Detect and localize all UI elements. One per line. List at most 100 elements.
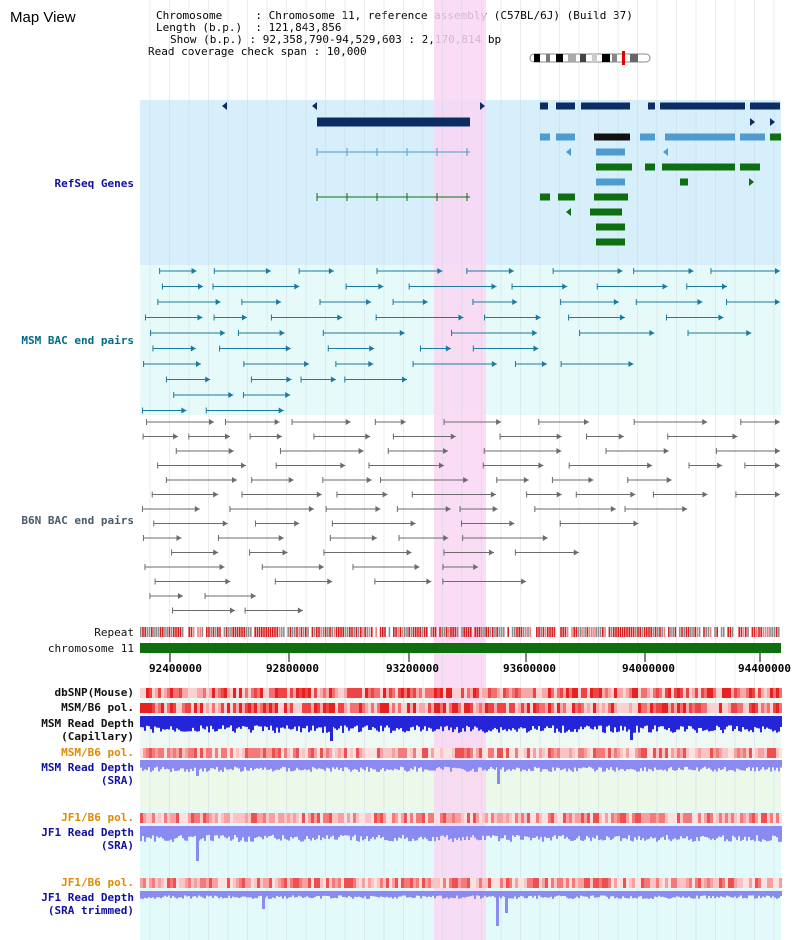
depth-bar [442,716,444,732]
depth-bar [276,826,278,840]
depth-bar [626,760,628,770]
pol-cell [248,878,251,888]
pol-cell [596,748,599,758]
pol-cell [584,748,587,758]
pol-cell [776,813,779,823]
repeat-element [551,627,553,637]
msm-b6-pol-label-1[interactable]: MSM/B6 pol. [61,701,134,714]
depth-bar [180,760,182,769]
depth-bar [580,716,582,727]
pol-cell [149,703,152,713]
depth-bar [416,716,418,726]
depth-bar [360,826,362,837]
depth-bar [254,760,256,769]
pol-cell [479,703,482,713]
gene-strand-arrow [566,208,571,216]
pol-cell [584,688,587,698]
depth-bar [464,826,466,841]
repeat-element [756,627,758,637]
repeat-element [692,627,694,637]
depth-bar [284,891,286,897]
pol-cell [578,703,581,713]
pol-cell [203,878,206,888]
depth-bar [760,826,762,842]
depth-bar [736,760,738,769]
jf1-b6-pol-label-1[interactable]: JF1/B6 pol. [61,811,134,824]
pol-cell [197,703,200,713]
pol-cell [176,703,179,713]
repeat-element [318,627,320,637]
repeat-element [604,627,606,637]
pol-cell [443,688,446,698]
depth-bar [144,891,146,898]
msm-b6-pol-label-2[interactable]: MSM/B6 pol. [61,746,134,759]
jf1-read-depth-sra-label[interactable]: JF1 Read Depth (SRA) [41,826,134,852]
depth-bar [528,760,530,769]
pol-cell [617,878,620,888]
msm-read-depth-capillary-label[interactable]: MSM Read Depth (Capillary) [41,717,134,743]
depth-bar [554,760,556,771]
depth-bar [292,826,294,839]
jf1-b6-pol-label-2[interactable]: JF1/B6 pol. [61,876,134,889]
depth-bar [170,716,172,727]
pol-cell [323,878,326,888]
depth-bar [394,826,396,839]
depth-bar [482,891,484,898]
depth-bar [446,891,448,898]
dbsnp-label[interactable]: dbSNP(Mouse) [54,686,134,699]
depth-bar [692,891,694,899]
depth-bar [180,891,182,898]
repeat-element [302,627,305,637]
pol-cell [416,748,419,758]
depth-bar [232,891,234,897]
repeat-element [571,627,573,637]
bac-end-arrow [371,535,377,541]
depth-bar [228,716,230,728]
pol-cell [569,878,572,888]
gene-exon [556,133,575,141]
depth-bar [356,760,358,770]
pol-cell [719,748,722,758]
depth-bar [326,826,328,836]
depth-bar [678,826,680,840]
depth-bar [762,891,764,897]
bac-end-arrow [340,462,346,469]
pol-cell [407,813,410,823]
depth-bar [306,760,308,771]
depth-bar [542,716,544,731]
depth-bar [574,716,576,730]
pol-cell [308,813,311,823]
depth-bar [674,760,676,771]
pol-cell [365,748,368,758]
repeat-element [179,627,182,637]
depth-bar [726,826,728,840]
gene-strand-arrow [770,118,775,126]
depth-bar [196,891,198,898]
pol-cell [200,878,203,888]
depth-spike [330,716,333,741]
depth-bar [470,716,472,732]
depth-bar [678,760,680,768]
depth-bar [618,760,620,771]
b6n-bac-label[interactable]: B6N BAC end pairs [21,514,134,527]
depth-bar [470,826,472,838]
depth-bar [456,760,458,769]
depth-bar [746,826,748,841]
msm-bac-label[interactable]: MSM BAC end pairs [21,334,134,347]
depth-bar [240,891,242,898]
repeat-element [659,627,661,637]
pol-cell [317,748,320,758]
msm-read-depth-sra-label[interactable]: MSM Read Depth (SRA) [41,761,134,787]
depth-bar [336,891,338,899]
jf1-read-depth-trimmed-label[interactable]: JF1 Read Depth (SRA trimmed) [41,891,134,917]
depth-bar [474,891,476,899]
pol-cell [557,703,560,713]
pol-cell [740,703,743,713]
depth-bar [676,891,678,897]
selected-region-highlight [434,0,486,940]
pol-cell [266,813,269,823]
depth-bar [300,760,302,771]
refseq-genes-label[interactable]: RefSeq Genes [54,177,134,190]
depth-bar [510,826,512,842]
